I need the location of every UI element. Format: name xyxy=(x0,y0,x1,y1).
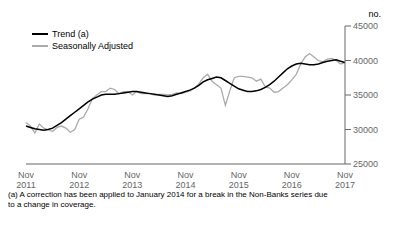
svg-text:35000: 35000 xyxy=(353,90,378,100)
svg-text:Nov2017: Nov2017 xyxy=(335,170,355,188)
html-text:Seasonally Adjusted: Seasonally Adjusted xyxy=(52,41,134,51)
svg-text:Nov2014: Nov2014 xyxy=(175,170,195,188)
svg-text:40000: 40000 xyxy=(353,56,378,66)
svg-text:Nov2013: Nov2013 xyxy=(122,170,142,188)
html-text:no.: no. xyxy=(368,9,381,19)
html-text:(a) A correction has been appl: (a) A correction has been applied to Jan… xyxy=(8,190,328,209)
svg-text:Nov2015: Nov2015 xyxy=(229,170,249,188)
svg-text:45000: 45000 xyxy=(353,21,378,31)
svg-text:25000: 25000 xyxy=(353,159,378,169)
svg-text:Nov2012: Nov2012 xyxy=(69,170,89,188)
html-text:Trend (a): Trend (a) xyxy=(52,29,89,39)
svg-text:30000: 30000 xyxy=(353,125,378,135)
svg-text:Nov2011: Nov2011 xyxy=(16,170,35,188)
svg-text:Nov2016: Nov2016 xyxy=(282,170,302,188)
